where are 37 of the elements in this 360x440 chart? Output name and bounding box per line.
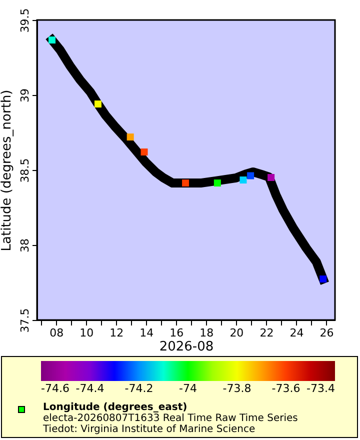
point <box>320 276 327 283</box>
x-tick-label: 20 <box>230 326 244 340</box>
point <box>247 172 254 180</box>
x-tick-label: 12 <box>110 326 124 340</box>
text: electa-20260807T1633 Real Time Raw Time Series <box>43 413 298 424</box>
text: Tiedot: Virginia Institute of Marine Science <box>43 424 256 435</box>
x-tick-label: 10 <box>80 326 94 340</box>
x-tick-label: 24 <box>290 326 304 340</box>
y-tick-label: 39 <box>18 88 32 102</box>
point <box>94 100 102 108</box>
point <box>140 148 148 156</box>
color-bar-label: -74.2 <box>124 382 154 395</box>
color-bar-label: -73.6 <box>272 382 300 395</box>
color-bar-label: -73.8 <box>222 382 252 395</box>
x-tick-label: 22 <box>260 326 274 340</box>
color-bar-title: Longitude (degrees_east) <box>43 402 188 413</box>
y-tick-label: 39.5 <box>18 8 32 33</box>
point <box>268 174 275 181</box>
color-bar-label: -74 <box>179 382 197 395</box>
y-tick-label: 37.5 <box>18 308 32 333</box>
point <box>214 180 221 187</box>
x-tick-label: 16 <box>170 326 184 340</box>
point <box>126 134 134 140</box>
x-tick-label: 18 <box>200 326 214 340</box>
y-axis-title: Latitude (degrees_north) <box>0 90 14 252</box>
x-tick-label: 14 <box>140 326 154 340</box>
color-bar-label: -74.6 <box>41 382 70 395</box>
x-tick-label: 08 <box>50 326 64 340</box>
color-bar-label: -74.4 <box>76 382 104 395</box>
color-bar-label: -73.4 <box>306 382 335 395</box>
y-tick-label: 38.5 <box>18 158 32 183</box>
point <box>48 36 56 44</box>
x-tick-label: 26 <box>320 326 334 340</box>
y-tick-label: 38 <box>18 238 32 252</box>
point <box>182 180 190 187</box>
x-axis-title: 2026-08 <box>159 340 214 354</box>
point <box>240 176 247 184</box>
